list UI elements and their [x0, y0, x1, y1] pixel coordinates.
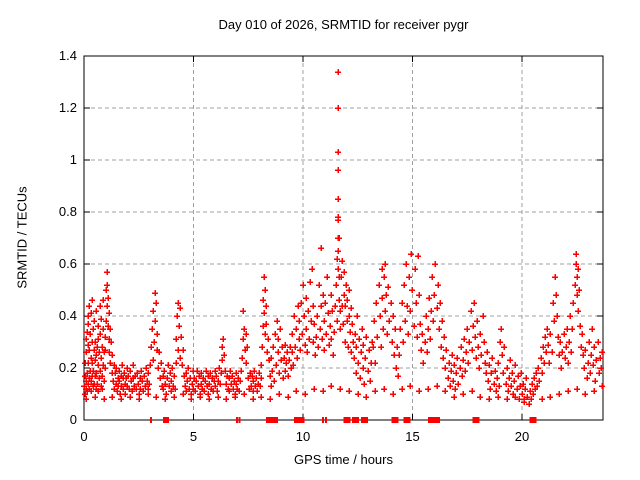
- zero-value-square-marker: [235, 417, 238, 423]
- x-tick-label: 15: [405, 429, 419, 444]
- y-tick-label: 0.8: [59, 204, 77, 219]
- y-tick-label: 1: [70, 152, 77, 167]
- zero-value-square-marker: [352, 417, 359, 423]
- zero-value-square-marker: [238, 417, 241, 423]
- zero-value-square-marker: [293, 417, 300, 423]
- x-tick-label: 20: [515, 429, 529, 444]
- plot-border: [83, 55, 604, 421]
- zero-value-square-marker: [343, 417, 351, 423]
- chart-title: Day 010 of 2026, SRMTID for receiver pyg…: [218, 17, 469, 32]
- zero-value-square-marker: [297, 417, 305, 423]
- y-tick-label: 0.4: [59, 308, 77, 323]
- y-tick-label: 1.2: [59, 100, 77, 115]
- zero-value-square-marker: [472, 417, 480, 423]
- y-tick-label: 0.2: [59, 360, 77, 375]
- y-tick-label: 1.4: [59, 48, 77, 63]
- zero-value-square-marker: [322, 417, 325, 423]
- zero-value-square-marker: [360, 417, 368, 423]
- zero-value-square-marker: [149, 417, 152, 423]
- zero-value-square-marker: [162, 417, 169, 423]
- zero-value-square-marker: [272, 417, 278, 423]
- x-axis-label: GPS time / hours: [294, 452, 393, 467]
- x-tick-label: 5: [190, 429, 197, 444]
- scatter-plus-markers: [81, 69, 605, 407]
- zero-value-square-marker: [324, 417, 327, 423]
- zero-value-square-marker: [391, 417, 399, 423]
- x-tick-label: 10: [296, 429, 310, 444]
- x-tick-label: 0: [80, 429, 87, 444]
- zero-value-square-marker: [428, 417, 437, 423]
- y-tick-label: 0.6: [59, 256, 77, 271]
- zero-value-square-marker: [266, 417, 272, 423]
- y-tick-label: 0: [70, 412, 77, 427]
- zero-value-square-marker: [529, 417, 537, 423]
- zero-value-square-marker: [403, 417, 411, 423]
- zero-value-square-marker: [433, 417, 441, 423]
